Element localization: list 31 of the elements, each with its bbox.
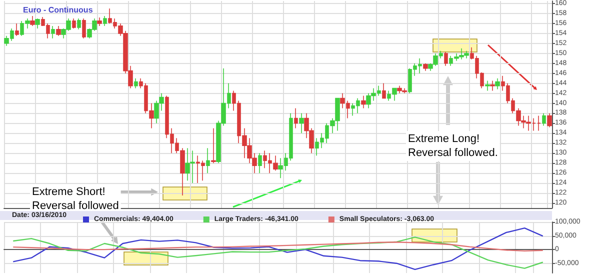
candlestick [490,80,495,92]
candlestick [97,17,102,26]
candlestick [30,16,35,26]
candlestick [294,108,298,129]
candlestick [299,112,304,134]
candlestick [82,18,86,39]
candlestick [258,152,262,174]
candlestick [35,18,40,29]
candlestick [444,51,448,66]
candlestick [485,80,490,92]
text: Euro - Continuous [23,6,94,14]
candlestick [56,26,61,36]
candlestick [423,62,428,72]
candlestick [15,23,19,36]
annotation: Extreme Short! Reversal followed [32,186,119,212]
line-series [12,227,544,270]
candlestick [72,18,76,29]
candlestick [382,82,386,99]
candlestick [537,115,541,132]
candlestick [211,128,216,164]
line-series [12,242,544,252]
candlestick [495,78,500,90]
candlestick [77,18,81,30]
candlestick [361,95,366,109]
annotation: Extreme Long! Reversal followed. [408,133,498,159]
candlestick [51,26,55,39]
line-series [12,236,544,269]
candlestick [103,16,107,26]
candlestick [542,112,546,126]
candlestick [206,148,210,174]
candlestick [134,78,138,89]
